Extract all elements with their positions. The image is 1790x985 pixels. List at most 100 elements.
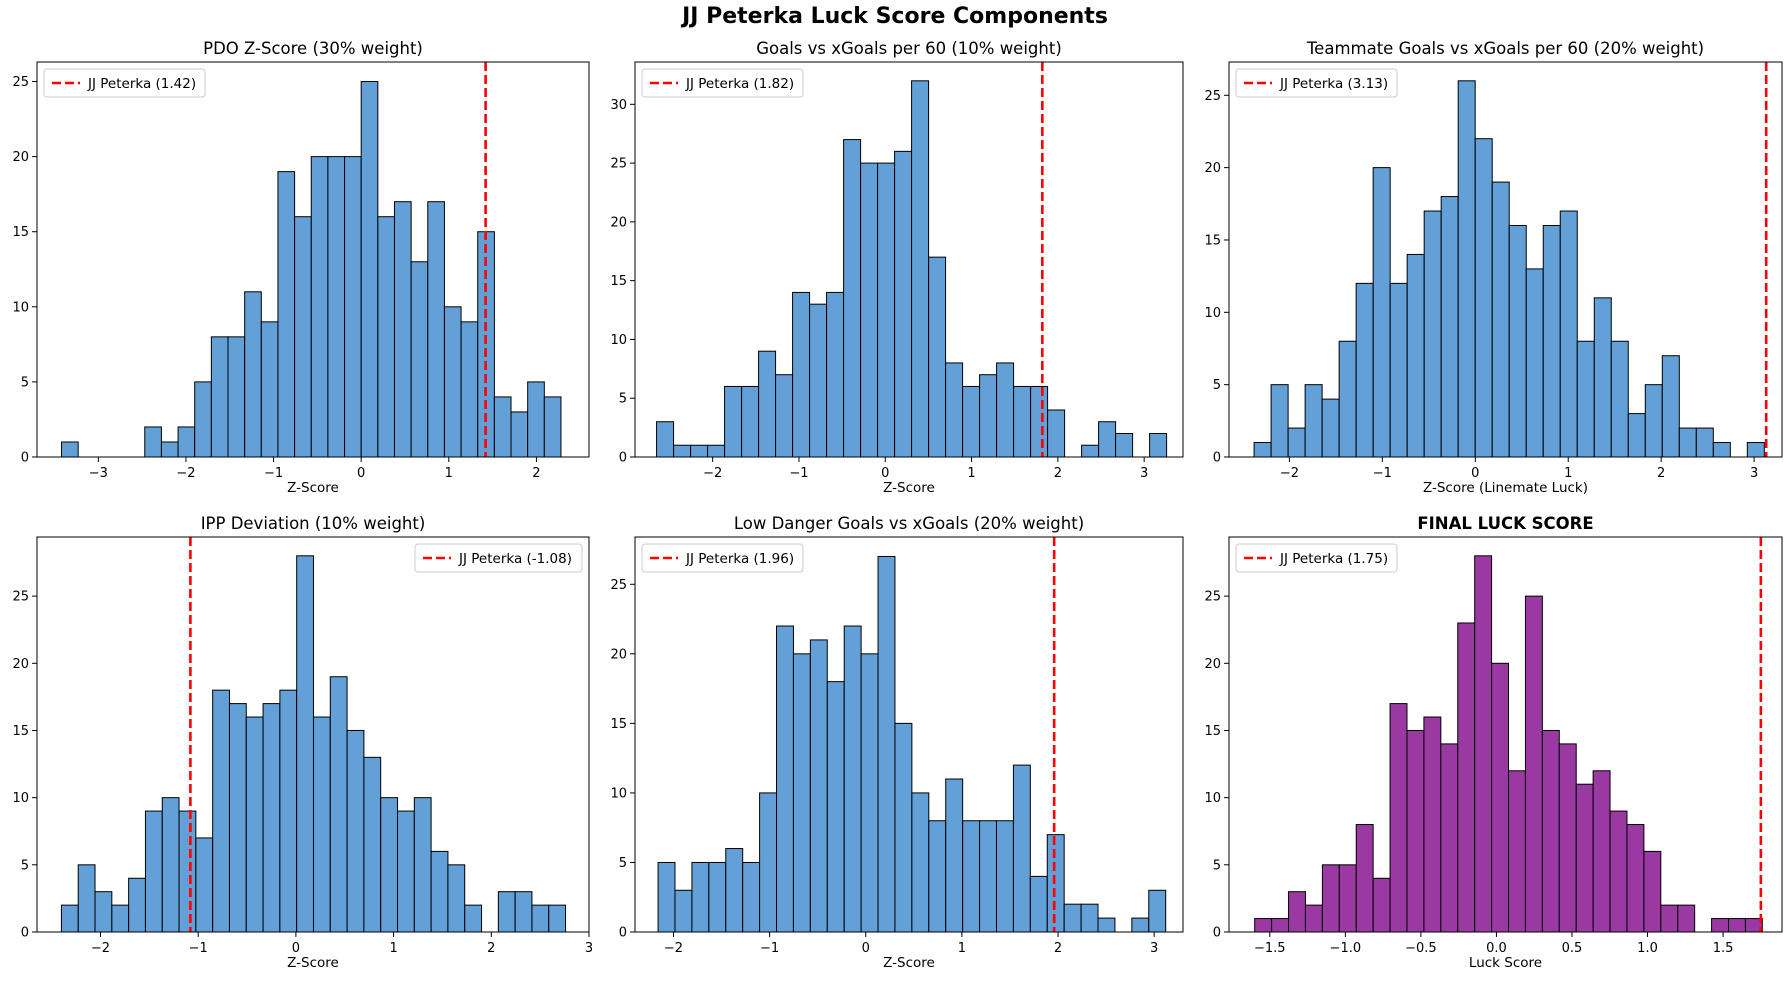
histogram-bar xyxy=(741,385,760,458)
histogram-bar xyxy=(826,291,845,458)
histogram-bar xyxy=(427,201,445,458)
x-tick-label: 2 xyxy=(487,941,495,956)
y-tick-label: 10 xyxy=(610,786,627,801)
y-tick-label: 0 xyxy=(619,926,627,941)
y-tick-label: 5 xyxy=(1213,378,1221,393)
legend-label: JJ Peterka (3.13) xyxy=(1279,76,1388,92)
axes-frame xyxy=(36,61,590,458)
y-tick-label: 20 xyxy=(12,150,29,165)
histogram-bar xyxy=(1474,555,1493,933)
histogram-bar xyxy=(128,877,146,933)
legend-box xyxy=(43,68,206,98)
y-tick-label: 25 xyxy=(1204,89,1221,104)
histogram-bar xyxy=(244,291,262,458)
histogram-bar xyxy=(1304,384,1323,458)
y-tick-label: 25 xyxy=(12,75,29,90)
histogram-bar xyxy=(161,797,180,933)
x-tick-label: −1 xyxy=(1373,466,1392,481)
legend-box xyxy=(1235,68,1398,98)
histogram-bar xyxy=(656,421,675,458)
axes-frame xyxy=(634,536,1184,933)
histogram-bar xyxy=(327,156,346,458)
histogram-bar xyxy=(1047,409,1066,458)
y-tick-label: 5 xyxy=(619,856,627,871)
axes-frame xyxy=(36,536,590,933)
x-tick-label: 3 xyxy=(1140,466,1148,481)
histogram-bar xyxy=(1508,225,1527,458)
x-tick-label: 1 xyxy=(958,941,966,956)
histogram-bar xyxy=(1321,398,1340,458)
legend: JJ Peterka (1.75) xyxy=(1235,543,1398,573)
x-tick-label: 0 xyxy=(357,466,365,481)
histogram-bar xyxy=(413,797,432,933)
histogram-bar xyxy=(380,797,399,933)
histogram-bar xyxy=(344,156,362,458)
histogram-bar xyxy=(1304,904,1323,933)
histogram-bar xyxy=(1711,918,1730,933)
histogram-bar xyxy=(111,904,130,933)
histogram-bar xyxy=(514,891,533,933)
histogram-bar xyxy=(1254,918,1273,933)
histogram-bar xyxy=(1660,904,1679,933)
x-tick-label: −2 xyxy=(176,466,195,481)
y-tick-label: 15 xyxy=(1204,724,1221,739)
histogram-bar xyxy=(1576,340,1595,458)
histogram-bar xyxy=(210,336,229,458)
x-tick-label: −1 xyxy=(789,466,808,481)
x-tick-label: 0.5 xyxy=(1562,941,1583,956)
histogram-bar xyxy=(397,810,415,933)
subplot-title: Teammate Goals vs xGoals per 60 (20% wei… xyxy=(1306,39,1704,58)
legend: JJ Peterka (1.82) xyxy=(641,68,804,98)
y-tick-label: 5 xyxy=(21,375,29,390)
legend-box xyxy=(641,68,804,98)
x-tick-label: 1.5 xyxy=(1713,941,1734,956)
histogram-bar xyxy=(1131,917,1150,933)
histogram-bar xyxy=(1457,622,1476,933)
histogram-bar xyxy=(160,441,179,458)
x-tick-label: −3 xyxy=(89,466,108,481)
legend-label: JJ Peterka (1.75) xyxy=(1279,551,1388,567)
subplot-title: Low Danger Goals vs xGoals (20% weight) xyxy=(734,514,1084,533)
histogram-bar xyxy=(1558,743,1577,933)
histogram-bar xyxy=(1098,421,1117,458)
x-tick-label: 0 xyxy=(1471,466,1479,481)
histogram-bar xyxy=(1457,80,1476,458)
histogram-bar xyxy=(945,778,964,933)
histogram-bar xyxy=(1491,181,1510,458)
histogram-bar xyxy=(928,256,947,458)
histogram-bar xyxy=(1592,770,1611,933)
x-tick-label: −1 xyxy=(264,466,283,481)
legend-label: JJ Peterka (1.96) xyxy=(685,551,794,567)
legend: JJ Peterka (-1.08) xyxy=(414,543,583,573)
x-tick-label: 1 xyxy=(389,941,397,956)
histogram-bar xyxy=(329,676,348,933)
legend-label: JJ Peterka (1.82) xyxy=(685,76,794,92)
y-tick-label: 10 xyxy=(610,333,627,348)
y-tick-label: 25 xyxy=(610,157,627,172)
x-tick-label: 1.0 xyxy=(1637,941,1658,956)
histogram-bar xyxy=(1270,384,1289,458)
histogram-bar xyxy=(707,444,726,458)
histogram-bar xyxy=(1695,427,1714,458)
histogram-bar xyxy=(1575,783,1594,933)
x-tick-label: 2 xyxy=(532,466,540,481)
histogram-bar xyxy=(809,639,828,933)
legend-box xyxy=(414,543,583,573)
histogram-bar xyxy=(1541,729,1560,933)
histogram-bar xyxy=(1440,743,1459,933)
histogram-bar xyxy=(776,625,794,933)
histogram-bar xyxy=(1508,770,1526,933)
x-tick-label: 0 xyxy=(862,941,870,956)
x-tick-label: −0.5 xyxy=(1405,941,1437,956)
x-tick-label: 1 xyxy=(1564,466,1572,481)
legend-box xyxy=(641,543,804,573)
histogram-bar xyxy=(690,444,709,458)
histogram-bar xyxy=(1712,442,1731,458)
histogram-bar xyxy=(1491,662,1510,933)
histogram-bar xyxy=(775,374,794,458)
y-tick-label: 25 xyxy=(12,590,29,605)
histogram-bar xyxy=(212,689,230,933)
legend: JJ Peterka (1.42) xyxy=(43,68,206,98)
histogram-bar xyxy=(296,555,314,933)
y-tick-label: 15 xyxy=(610,274,627,289)
